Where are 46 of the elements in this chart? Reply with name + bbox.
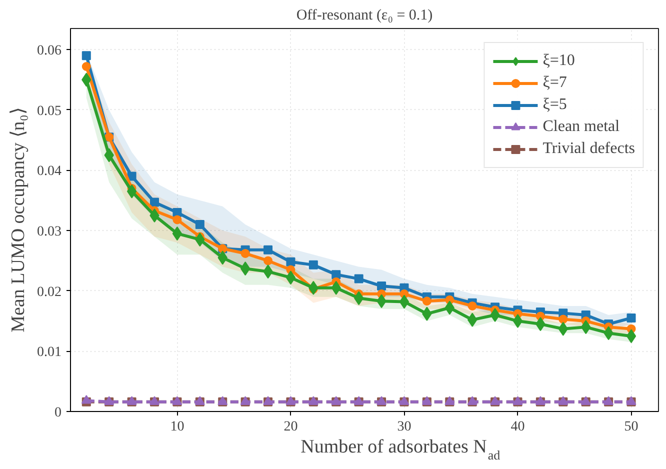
point	[264, 245, 273, 254]
x-tick-label: 50	[624, 420, 638, 434]
legend-label: Trivial defects	[542, 140, 635, 158]
y-axis-title: Mean LUMO occupancy ⟨n₀⟩	[8, 108, 29, 332]
point	[377, 282, 386, 291]
point	[332, 270, 341, 280]
legend-label: ξ=7	[542, 74, 567, 92]
point	[240, 248, 250, 258]
point	[264, 256, 273, 266]
point	[82, 62, 91, 71]
point	[512, 314, 523, 328]
y-tick-label: 0	[54, 406, 62, 420]
point	[150, 198, 159, 207]
point	[172, 215, 182, 224]
point	[354, 291, 364, 306]
y-tick-label: 0.04	[37, 164, 62, 180]
legend-label: Clean metal	[542, 118, 620, 136]
point	[240, 262, 250, 276]
point	[286, 270, 296, 285]
x-tick-label: 40	[510, 420, 525, 434]
point	[308, 260, 318, 270]
point	[286, 257, 296, 266]
y-tick-label: 0.03	[37, 224, 62, 240]
point	[422, 296, 432, 306]
point	[626, 314, 636, 323]
y-tick-label: 0.02	[37, 284, 62, 300]
chart-title: Off-resonant (ε₀ = 0.1)	[296, 8, 433, 24]
x-tick-label: 30	[397, 420, 412, 434]
legend-label: ξ=10	[542, 52, 575, 70]
legend-label: ξ=5	[542, 96, 567, 114]
point	[354, 274, 364, 284]
y-tick-label: 0.05	[37, 104, 62, 119]
point	[558, 314, 568, 324]
point	[82, 51, 91, 60]
point	[81, 394, 92, 404]
y-tick-label: 0.01	[37, 345, 62, 360]
point	[195, 220, 204, 230]
x-tick-label: 10	[170, 420, 184, 434]
point	[626, 329, 636, 344]
y-tick-label: 0.06	[37, 44, 62, 59]
x-tick-label: 20	[284, 420, 298, 434]
point	[399, 294, 410, 309]
point	[126, 184, 137, 198]
point	[127, 172, 136, 181]
point	[172, 226, 182, 241]
point	[468, 301, 477, 310]
